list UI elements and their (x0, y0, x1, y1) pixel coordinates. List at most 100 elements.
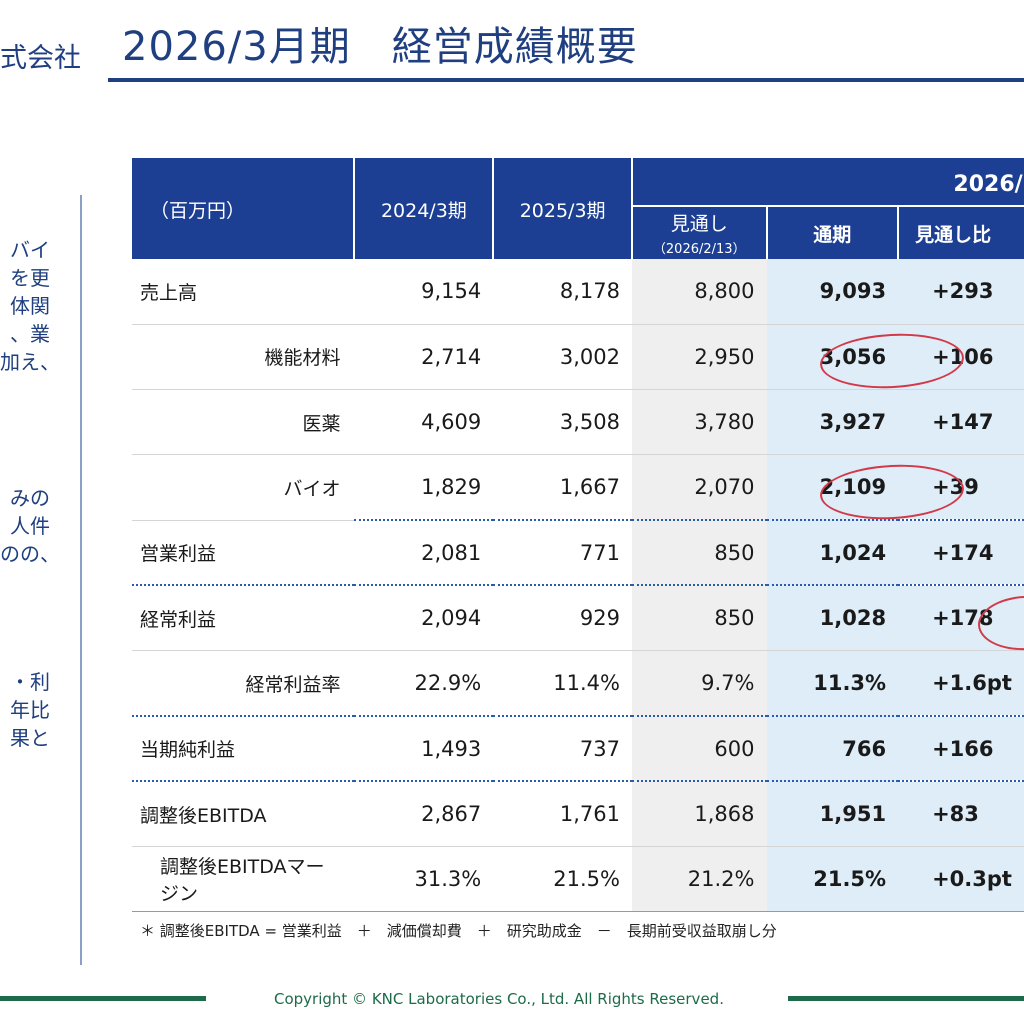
unit-header: （百万円） (132, 158, 355, 259)
row-label: 機能材料 (132, 324, 355, 391)
table-row: 経常利益率 22.9% 11.4% 9.7% 11.3% +1.6pt (132, 650, 1024, 718)
table-row: 経常利益 2,094 929 850 1,028 +178 (132, 585, 1024, 652)
sidebar-line: ・利 (10, 670, 50, 694)
cell-actual: 3,927 (766, 389, 899, 456)
table-row: 当期純利益 1,493 737 600 766 +166 (132, 716, 1024, 783)
ebitda-footnote: ＊ 調整後EBITDA = 営業利益 ＋ 減価償却費 ＋ 研究助成金 － 長期前… (140, 922, 777, 940)
table-row: バイオ 1,829 1,667 2,070 2,109 +39 (132, 454, 1024, 522)
group-header-fy2026: 2026/3期 (630, 158, 1024, 207)
cell-fy2024: 2,867 (354, 781, 494, 848)
cell-diff: +174 (898, 520, 1024, 587)
cell-diff: +83 (898, 781, 1024, 848)
cell-diff: +1.6pt (898, 650, 1024, 718)
sidebar-paragraph-3: ・利 年比 果と (0, 668, 50, 752)
cell-diff: +178 (898, 585, 1024, 652)
cell-fy2024: 1,829 (354, 454, 494, 522)
cell-fy2025: 1,761 (493, 781, 632, 848)
cell-fy2025: 929 (493, 585, 632, 652)
row-label: 調整後EBITDAマージン (132, 846, 355, 913)
cell-fy2024: 2,081 (354, 520, 494, 587)
table-row: 調整後EBITDAマージン 31.3% 21.5% 21.2% 21.5% +0… (132, 846, 1024, 913)
sidebar-line: 、業 (10, 322, 50, 346)
cell-fy2025: 21.5% (493, 846, 632, 913)
cell-forecast: 8,800 (631, 259, 767, 325)
cell-forecast: 2,070 (631, 454, 767, 522)
row-label: 経常利益率 (132, 650, 355, 718)
row-label: 医薬 (132, 389, 355, 456)
footer-rule-left (0, 996, 206, 1001)
cell-forecast: 850 (631, 585, 767, 652)
cell-forecast: 21.2% (631, 846, 767, 913)
sidebar-line: を更 (10, 266, 50, 290)
results-table: （百万円） 2024/3期 2025/3期 2026/3期 見通し （2026/… (132, 158, 1024, 913)
cell-fy2025: 11.4% (493, 650, 632, 718)
row-label: 売上高 (132, 259, 355, 325)
cell-fy2025: 3,002 (493, 324, 632, 391)
sidebar-line: みの (10, 486, 50, 510)
table-row: 調整後EBITDA 2,867 1,761 1,868 1,951 +83 (132, 781, 1024, 848)
page-title: 2026/3月期 経営成績概要 (122, 24, 638, 70)
cell-diff: +293 (898, 259, 1024, 325)
company-name: 式会社 (0, 43, 81, 74)
row-label: 営業利益 (132, 520, 355, 587)
cell-fy2024: 22.9% (354, 650, 494, 718)
footer-rule-right (788, 996, 1024, 1001)
row-label: 当期純利益 (132, 716, 355, 783)
cell-actual: 1,028 (766, 585, 899, 652)
cell-diff: +106 (898, 324, 1024, 391)
cell-fy2024: 9,154 (354, 259, 494, 325)
cell-actual: 766 (766, 716, 899, 783)
cell-diff: +0.3pt (898, 846, 1024, 913)
col-header-fy2025: 2025/3期 (492, 158, 632, 259)
cell-forecast: 9.7% (631, 650, 767, 718)
sidebar-paragraph-2: みの 人件 のの、 (0, 484, 50, 568)
cell-actual: 2,109 (766, 454, 899, 522)
cell-forecast: 2,950 (631, 324, 767, 391)
sidebar-line: バイ (10, 238, 50, 262)
copyright-text: Copyright © KNC Laboratories Co., Ltd. A… (274, 990, 724, 1008)
cell-actual: 1,951 (766, 781, 899, 848)
table-row: 売上高 9,154 8,178 8,800 9,093 +293 (132, 259, 1024, 325)
forecast-label: 見通し (670, 213, 728, 235)
cell-fy2025: 1,667 (493, 454, 632, 522)
sidebar-line: のの、 (0, 542, 50, 566)
cell-fy2024: 2,714 (354, 324, 494, 391)
col-header-fy2024: 2024/3期 (353, 158, 494, 259)
cell-fy2025: 771 (493, 520, 632, 587)
sidebar-divider (80, 195, 82, 965)
table-row: 医薬 4,609 3,508 3,780 3,927 +147 (132, 389, 1024, 456)
cell-fy2025: 737 (493, 716, 632, 783)
cell-actual: 1,024 (766, 520, 899, 587)
forecast-date: （2026/2/13） (652, 242, 746, 257)
cell-fy2024: 31.3% (354, 846, 494, 913)
cell-actual: 3,056 (766, 324, 899, 391)
col-header-vs-forecast: 見通し比 (897, 206, 1024, 259)
cell-fy2024: 2,094 (354, 585, 494, 652)
cell-forecast: 3,780 (631, 389, 767, 456)
cell-actual: 21.5% (766, 846, 899, 913)
sidebar-line: 果と (10, 726, 50, 750)
cell-diff: +39 (898, 454, 1024, 522)
cell-actual: 9,093 (766, 259, 899, 325)
cell-fy2025: 3,508 (493, 389, 632, 456)
row-label: バイオ (132, 454, 355, 521)
sidebar-line: 加え、 (0, 350, 50, 374)
sidebar-line: 人件 (10, 514, 50, 538)
cell-forecast: 600 (631, 716, 767, 783)
cell-actual: 11.3% (766, 650, 899, 718)
table-row: 機能材料 2,714 3,002 2,950 3,056 +106 (132, 324, 1024, 391)
sidebar-paragraph-1: バイ を更 体関 、業 加え、 (0, 236, 50, 376)
cell-forecast: 1,868 (631, 781, 767, 848)
col-header-forecast: 見通し （2026/2/13） (630, 206, 767, 259)
cell-fy2024: 4,609 (354, 389, 494, 456)
title-underline (108, 78, 1024, 82)
group-header-label: 2026/3期 (953, 171, 1024, 197)
cell-fy2025: 8,178 (493, 259, 632, 325)
cell-fy2024: 1,493 (354, 716, 494, 783)
row-label: 調整後EBITDA (132, 781, 355, 848)
cell-forecast: 850 (631, 520, 767, 587)
row-label: 経常利益 (132, 585, 355, 652)
cell-diff: +166 (898, 716, 1024, 783)
table-row: 営業利益 2,081 771 850 1,024 +174 (132, 520, 1024, 587)
cell-diff: +147 (898, 389, 1024, 456)
